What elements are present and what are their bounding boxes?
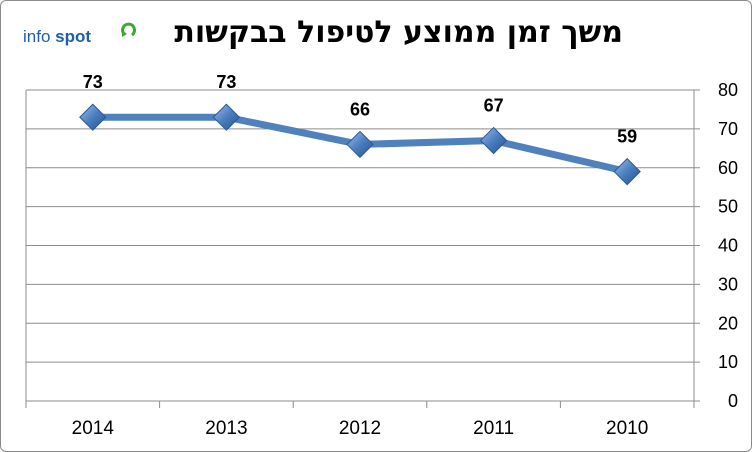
markers-layer xyxy=(79,103,641,186)
data-label: 67 xyxy=(484,96,504,116)
data-point-marker xyxy=(212,103,241,131)
logo-word-info: info xyxy=(23,27,51,46)
data-label: 73 xyxy=(216,72,236,92)
data-point-marker xyxy=(613,157,641,186)
y-tick-label: 0 xyxy=(728,391,738,411)
logo-swoosh-icon xyxy=(121,22,137,37)
chart-title: משך זמן ממוצע לטיפול בבקשות xyxy=(174,15,623,50)
data-label: 66 xyxy=(350,99,370,119)
x-tick-label: 2014 xyxy=(72,418,115,439)
data-label: 59 xyxy=(617,127,637,147)
x-tick-label: 2011 xyxy=(473,418,514,439)
y-tick-label: 40 xyxy=(718,236,738,256)
logo: info spot xyxy=(23,22,137,51)
y-tick-label: 60 xyxy=(718,158,738,178)
data-point-marker xyxy=(479,126,508,155)
data-label: 73 xyxy=(83,72,103,92)
y-tick-label: 70 xyxy=(718,119,738,139)
data-point-marker xyxy=(79,103,107,131)
logo-word-spot: spot xyxy=(55,27,92,46)
y-tick-label: 30 xyxy=(718,274,738,294)
y-tick-label: 20 xyxy=(718,313,738,333)
axes: 0 10 20 30 40 50 60 70 80 2014 2013 2012 2011 2010 xyxy=(25,80,738,439)
y-tick-label: 50 xyxy=(718,197,738,217)
x-tick-label: 2010 xyxy=(606,418,648,439)
y-tick-label: 10 xyxy=(718,352,738,372)
x-tick-label: 2013 xyxy=(205,418,247,439)
x-tick-label: 2012 xyxy=(339,418,381,439)
data-labels-layer: 73 73 66 67 59 xyxy=(83,72,637,146)
y-tick-label: 80 xyxy=(718,80,738,100)
data-point-marker xyxy=(346,130,374,159)
gridlines xyxy=(26,89,694,402)
